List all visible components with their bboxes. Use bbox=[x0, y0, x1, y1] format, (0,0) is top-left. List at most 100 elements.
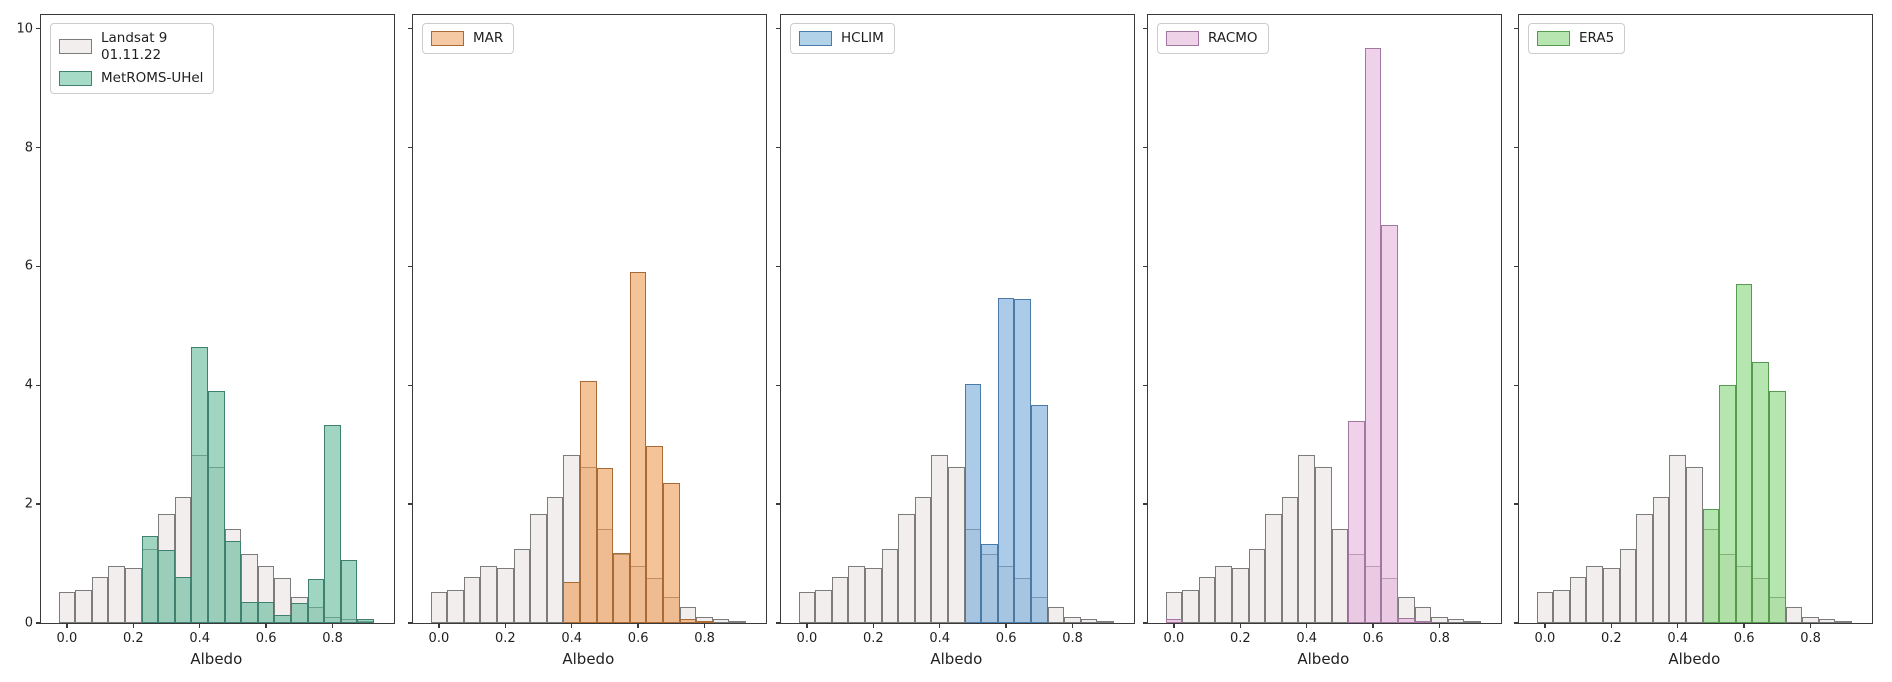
bar-landsat-9 bbox=[546, 497, 564, 623]
y-tick-mark bbox=[1143, 384, 1148, 386]
bar-landsat-9 bbox=[1619, 549, 1637, 623]
y-tick-mark bbox=[408, 503, 413, 505]
bar-landsat-9 bbox=[480, 565, 497, 623]
y-tick-mark bbox=[36, 265, 41, 268]
bar-landsat-9 bbox=[1080, 619, 1098, 623]
bar-landsat-9 bbox=[798, 592, 816, 623]
bar-landsat-9 bbox=[1097, 621, 1115, 623]
bar-metroms-uhel bbox=[191, 347, 209, 623]
bar-landsat-9 bbox=[513, 549, 531, 623]
bar-landsat-9 bbox=[1636, 513, 1653, 623]
bar-mar bbox=[646, 445, 664, 623]
bar-landsat-9 bbox=[1686, 467, 1703, 623]
x-tick-mark bbox=[438, 623, 440, 628]
bar-landsat-9 bbox=[931, 455, 949, 623]
x-tick-label: 0.6 bbox=[627, 631, 649, 646]
bar-landsat-9 bbox=[1331, 529, 1349, 623]
y-tick-mark bbox=[408, 265, 413, 268]
y-tick-mark bbox=[776, 265, 781, 268]
bar-landsat-9 bbox=[898, 513, 915, 623]
y-tick-mark bbox=[1143, 146, 1148, 149]
histogram-panel-era5: 0.0 0.2 0.4 0.6 0.8 Albedo ERA5 bbox=[1514, 14, 1873, 668]
x-tick-mark bbox=[1544, 623, 1546, 628]
x-tick-label: 0.0 bbox=[796, 631, 818, 646]
x-tick-mark bbox=[199, 623, 201, 628]
bar-landsat-9 bbox=[1182, 589, 1199, 623]
bar-metroms-uhel bbox=[174, 576, 192, 623]
bar-landsat-9 bbox=[881, 549, 899, 623]
legend: MAR bbox=[422, 23, 515, 54]
bar-metroms-uhel bbox=[340, 560, 358, 623]
bar-landsat-9 bbox=[1281, 497, 1299, 623]
bar-racmo bbox=[1381, 224, 1399, 623]
bar-landsat-9 bbox=[75, 589, 92, 623]
y-tick-mark bbox=[1514, 146, 1519, 149]
y-tick-mark bbox=[408, 28, 413, 30]
x-tick-label: 0.8 bbox=[1800, 631, 1821, 646]
x-axis-label: Albedo bbox=[1668, 650, 1721, 668]
y-tick-mark bbox=[36, 28, 41, 30]
bar-metroms-uhel bbox=[241, 602, 258, 623]
x-tick-mark bbox=[265, 623, 267, 628]
y-tick-mark bbox=[408, 384, 413, 386]
bar-mar bbox=[696, 621, 713, 623]
x-tick-mark bbox=[1372, 623, 1374, 628]
x-tick-label: 0.4 bbox=[561, 631, 583, 646]
bar-landsat-9 bbox=[1047, 606, 1065, 623]
x-tick-mark bbox=[1438, 623, 1441, 628]
bar-landsat-9 bbox=[1215, 565, 1232, 623]
bar-hclim bbox=[1031, 405, 1048, 623]
x-tick-label: 0.2 bbox=[1600, 631, 1622, 646]
bar-hclim bbox=[981, 543, 998, 623]
bar-metroms-uhel bbox=[208, 391, 225, 623]
x-tick-label: 0.2 bbox=[494, 631, 516, 646]
bar-landsat-9 bbox=[530, 513, 547, 623]
bar-landsat-9 bbox=[1298, 455, 1316, 623]
bar-landsat-9 bbox=[1553, 589, 1570, 623]
x-tick-label: 0.8 bbox=[322, 631, 343, 646]
bar-mar bbox=[679, 618, 697, 623]
bar-mar bbox=[563, 582, 581, 623]
bar-landsat-9 bbox=[712, 619, 730, 623]
bar-racmo bbox=[1414, 621, 1432, 623]
bar-landsat-9 bbox=[1669, 455, 1687, 623]
y-tick-label: 4 bbox=[24, 377, 33, 393]
x-tick-mark bbox=[331, 623, 334, 628]
x-tick-mark bbox=[1005, 623, 1007, 628]
bar-landsat-9 bbox=[1431, 617, 1448, 623]
y-tick-mark bbox=[776, 384, 781, 386]
x-tick-label: 0.0 bbox=[56, 631, 78, 646]
x-tick-mark bbox=[939, 623, 941, 628]
legend: HCLIM bbox=[790, 23, 895, 54]
y-tick-label: 8 bbox=[24, 140, 33, 156]
y-tick-mark bbox=[1143, 28, 1148, 30]
bar-landsat-9 bbox=[497, 567, 514, 623]
bar-hclim bbox=[1014, 299, 1032, 623]
bar-landsat-9 bbox=[1265, 513, 1282, 623]
bar-landsat-9 bbox=[1248, 549, 1266, 623]
y-tick-label: 0 bbox=[24, 615, 33, 631]
legend-label-metroms-uhel: MetROMS-UHel bbox=[101, 69, 204, 86]
bar-mar bbox=[596, 468, 614, 623]
y-tick-mark bbox=[1514, 265, 1519, 268]
bars-area bbox=[1519, 15, 1872, 623]
y-tick-mark bbox=[408, 622, 413, 624]
bar-landsat-9 bbox=[1586, 565, 1603, 623]
y-tick-mark bbox=[36, 146, 41, 149]
bar-landsat-9 bbox=[91, 577, 109, 623]
bar-landsat-9 bbox=[1315, 467, 1332, 623]
x-tick-label: 0.2 bbox=[862, 631, 884, 646]
histogram-panel-racmo: 0.0 0.2 0.4 0.6 0.8 Albedo RACMO bbox=[1143, 14, 1502, 668]
bar-era5 bbox=[1752, 361, 1770, 623]
y-tick-label: 2 bbox=[24, 496, 33, 512]
legend-entry-racmo: RACMO bbox=[1166, 30, 1258, 47]
y-tick-label: 6 bbox=[24, 258, 33, 274]
bar-landsat-9 bbox=[815, 589, 832, 623]
legend-label-landsat-9: Landsat 9 01.11.22 bbox=[101, 30, 168, 63]
y-tick-mark bbox=[36, 503, 41, 505]
bar-metroms-uhel bbox=[291, 603, 308, 623]
bar-racmo bbox=[1348, 420, 1365, 623]
legend-entry-hclim: HCLIM bbox=[799, 30, 884, 47]
x-tick-mark bbox=[132, 623, 134, 628]
x-axis-label: Albedo bbox=[930, 650, 983, 668]
